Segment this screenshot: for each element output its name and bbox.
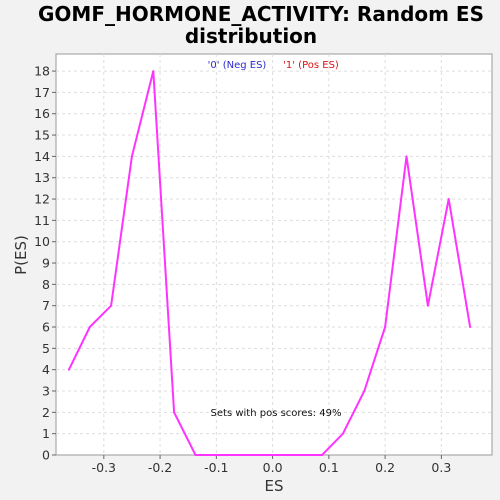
y-tick-label: 3 — [42, 384, 50, 399]
data-point — [257, 454, 260, 456]
chart-title-line2: distribution — [185, 24, 317, 48]
y-tick-label: 1 — [42, 426, 50, 441]
series-line — [68, 70, 472, 456]
y-tick-label: 0 — [42, 448, 50, 463]
data-point — [278, 454, 281, 456]
y-tick-label: 17 — [34, 85, 50, 100]
data-point — [194, 454, 197, 456]
x-tick-label: 0.2 — [375, 460, 395, 475]
data-point — [321, 454, 324, 456]
y-axis-label: P(ES) — [12, 235, 30, 275]
chart-title-line1: GOMF_HORMONE_ACTIVITY: Random ES — [38, 2, 484, 26]
pos-score-annotation: Sets with pos scores: 49% — [211, 408, 342, 419]
data-point — [426, 304, 429, 307]
data-point — [110, 304, 113, 307]
data-point — [299, 454, 302, 456]
x-tick-label: 0.0 — [263, 460, 283, 475]
data-point — [405, 155, 408, 158]
data-point — [363, 390, 366, 392]
x-tick-label: 0.3 — [431, 460, 451, 475]
legend-entry-neg: '0' (Neg ES) — [208, 60, 267, 71]
y-tick-label: 4 — [42, 362, 50, 377]
y-tick-label: 15 — [34, 128, 50, 143]
legend-entry-pos: '1' (Pos ES) — [283, 60, 339, 71]
y-tick-label: 16 — [34, 106, 50, 121]
y-tick-label: 7 — [42, 298, 50, 313]
data-point — [88, 326, 91, 328]
y-tick-label: 13 — [34, 170, 50, 185]
x-tick-label: 0.1 — [319, 460, 339, 475]
y-tick-label: 5 — [42, 341, 50, 356]
y-tick-label: 9 — [42, 256, 50, 271]
y-tick-label: 11 — [34, 213, 50, 228]
x-tick-label: -0.3 — [92, 460, 116, 475]
data-point — [67, 368, 70, 371]
data-point — [447, 198, 450, 200]
data-point — [236, 454, 239, 456]
series-layer — [67, 70, 472, 456]
data-point — [173, 411, 176, 414]
y-tick-label: 8 — [42, 277, 50, 292]
x-tick-label: -0.2 — [148, 460, 172, 475]
y-tick-label: 18 — [34, 64, 50, 79]
x-tick-label: -0.1 — [204, 460, 228, 475]
x-axis-label: ES — [265, 477, 284, 495]
y-tick-label: 2 — [42, 405, 50, 420]
y-tick-label: 14 — [34, 149, 50, 164]
data-point — [152, 70, 155, 73]
y-tick-label: 12 — [34, 192, 50, 207]
data-point — [130, 155, 133, 158]
y-tick-label: 6 — [42, 320, 50, 335]
data-point — [384, 326, 387, 328]
y-tick-label: 10 — [34, 234, 50, 249]
plot-area — [55, 53, 493, 456]
data-point — [341, 432, 344, 435]
data-point — [215, 454, 218, 456]
data-point — [469, 326, 472, 328]
